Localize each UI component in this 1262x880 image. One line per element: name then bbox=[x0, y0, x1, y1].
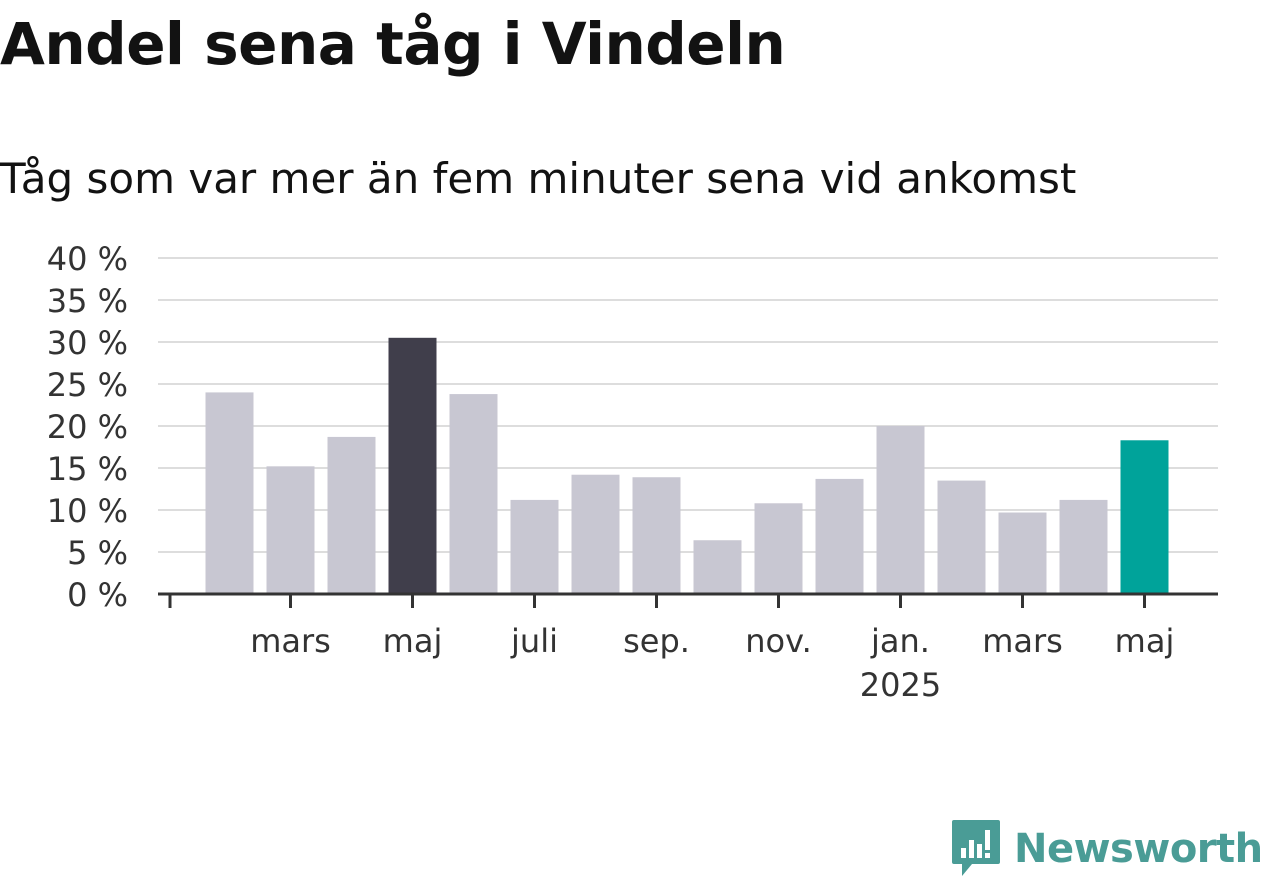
bar-2024-06 bbox=[449, 394, 498, 594]
x-tick-label: 2025 bbox=[860, 666, 941, 704]
newsworthy-logo-icon bbox=[952, 820, 1000, 876]
x-tick-label: mars bbox=[982, 622, 1063, 660]
bar-2024-05 bbox=[388, 337, 437, 594]
y-tick-label: 15 % bbox=[47, 450, 128, 488]
bar-2024-02 bbox=[205, 392, 254, 594]
x-axis bbox=[158, 592, 1218, 608]
brand-name: Newsworthy bbox=[1014, 826, 1262, 872]
y-tick-label: 40 % bbox=[47, 240, 128, 278]
x-tick-label: jan. bbox=[870, 622, 930, 660]
bar-2024-09 bbox=[632, 477, 681, 594]
x-tick-label: juli bbox=[510, 622, 558, 660]
bar-2024-04 bbox=[327, 436, 376, 594]
bar-2025-01 bbox=[876, 426, 925, 594]
bar-2025-02 bbox=[937, 480, 986, 594]
chart-title: Andel sena tåg i Vindeln bbox=[0, 10, 786, 78]
x-tick-label: maj bbox=[383, 622, 443, 660]
bar-2024-11 bbox=[754, 503, 803, 594]
bar-2024-10 bbox=[693, 540, 742, 594]
x-tick-label: mars bbox=[250, 622, 331, 660]
newsworthy-logo: Newsworthy bbox=[950, 818, 1262, 880]
y-tick-label: 35 % bbox=[47, 282, 128, 320]
x-tick-label: maj bbox=[1115, 622, 1175, 660]
y-tick-label: 10 % bbox=[47, 492, 128, 530]
gridlines bbox=[158, 257, 1218, 553]
y-tick-label: 20 % bbox=[47, 408, 128, 446]
chart-subtitle: Tåg som var mer än fem minuter sena vid … bbox=[0, 154, 1077, 203]
y-axis-labels: 0 % 5 % 10 % 15 % 20 % 25 % 30 % 35 % 40 % bbox=[47, 240, 128, 614]
y-tick-label: 30 % bbox=[47, 324, 128, 362]
y-tick-label: 25 % bbox=[47, 366, 128, 404]
y-tick-label: 0 % bbox=[67, 576, 128, 614]
x-tick-label: sep. bbox=[623, 622, 690, 660]
x-axis-labels: mars maj juli sep. nov. jan. 2025 mars maj bbox=[250, 622, 1174, 704]
x-tick-label: nov. bbox=[745, 622, 811, 660]
bar-2024-08 bbox=[571, 474, 620, 594]
bar-2024-03 bbox=[266, 466, 315, 594]
y-tick-label: 5 % bbox=[67, 534, 128, 572]
bar-2025-04 bbox=[1059, 499, 1108, 594]
bar-2024-07 bbox=[510, 499, 559, 594]
bar-2025-03 bbox=[998, 512, 1047, 594]
bar-2024-12 bbox=[815, 478, 864, 594]
bar-2025-05 bbox=[1120, 440, 1169, 594]
bars bbox=[205, 337, 1169, 594]
